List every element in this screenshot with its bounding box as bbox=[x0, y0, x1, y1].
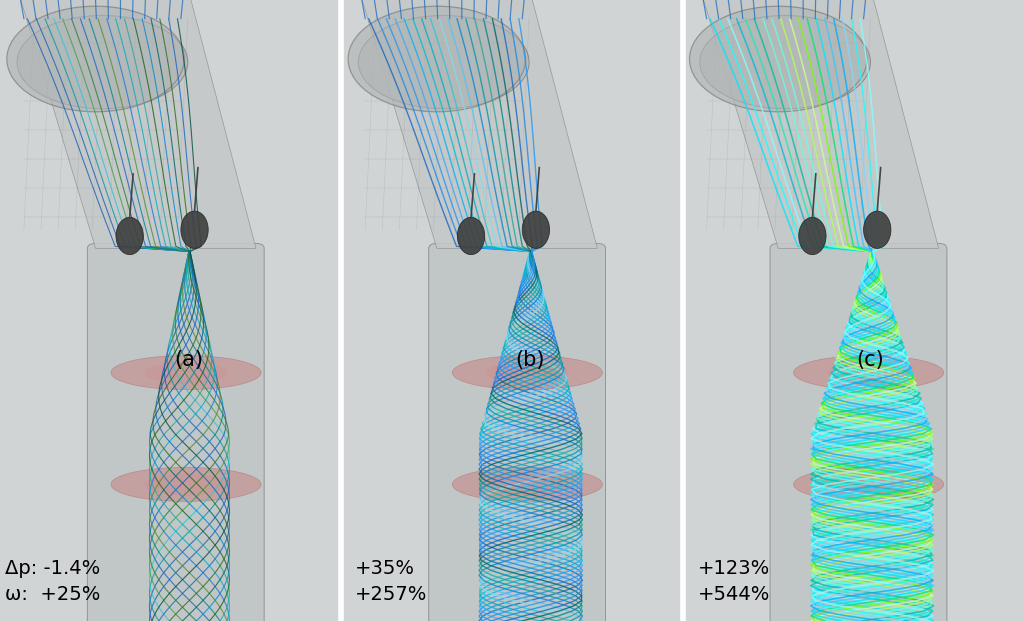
Ellipse shape bbox=[453, 467, 602, 502]
Ellipse shape bbox=[181, 211, 208, 248]
Text: (a): (a) bbox=[174, 350, 203, 370]
Ellipse shape bbox=[144, 361, 227, 384]
Polygon shape bbox=[699, 0, 939, 248]
FancyBboxPatch shape bbox=[429, 243, 605, 621]
Ellipse shape bbox=[794, 355, 944, 390]
Ellipse shape bbox=[7, 6, 184, 112]
Ellipse shape bbox=[689, 6, 867, 112]
Ellipse shape bbox=[827, 361, 910, 384]
Text: Δp: -1.4%
ω:  +25%: Δp: -1.4% ω: +25% bbox=[5, 559, 100, 604]
Ellipse shape bbox=[699, 16, 870, 109]
Ellipse shape bbox=[116, 217, 143, 255]
Ellipse shape bbox=[863, 211, 891, 248]
Text: +123%
+544%: +123% +544% bbox=[698, 559, 771, 604]
Ellipse shape bbox=[458, 217, 484, 255]
Polygon shape bbox=[17, 0, 256, 248]
Ellipse shape bbox=[486, 473, 568, 496]
Ellipse shape bbox=[486, 361, 568, 384]
Ellipse shape bbox=[348, 6, 525, 112]
Bar bbox=[341, 0, 683, 621]
Ellipse shape bbox=[144, 473, 227, 496]
Bar bbox=[0, 0, 341, 621]
Bar bbox=[683, 0, 1024, 621]
Ellipse shape bbox=[827, 473, 910, 496]
Ellipse shape bbox=[794, 467, 944, 502]
Ellipse shape bbox=[453, 355, 602, 390]
FancyBboxPatch shape bbox=[87, 243, 264, 621]
FancyBboxPatch shape bbox=[770, 243, 947, 621]
Text: (c): (c) bbox=[856, 350, 884, 370]
Ellipse shape bbox=[17, 16, 187, 109]
Ellipse shape bbox=[522, 211, 550, 248]
Ellipse shape bbox=[358, 16, 529, 109]
Ellipse shape bbox=[111, 467, 261, 502]
Text: +35%
+257%: +35% +257% bbox=[355, 559, 428, 604]
Ellipse shape bbox=[799, 217, 826, 255]
Polygon shape bbox=[358, 0, 597, 248]
Text: (b): (b) bbox=[515, 350, 545, 370]
Ellipse shape bbox=[111, 355, 261, 390]
